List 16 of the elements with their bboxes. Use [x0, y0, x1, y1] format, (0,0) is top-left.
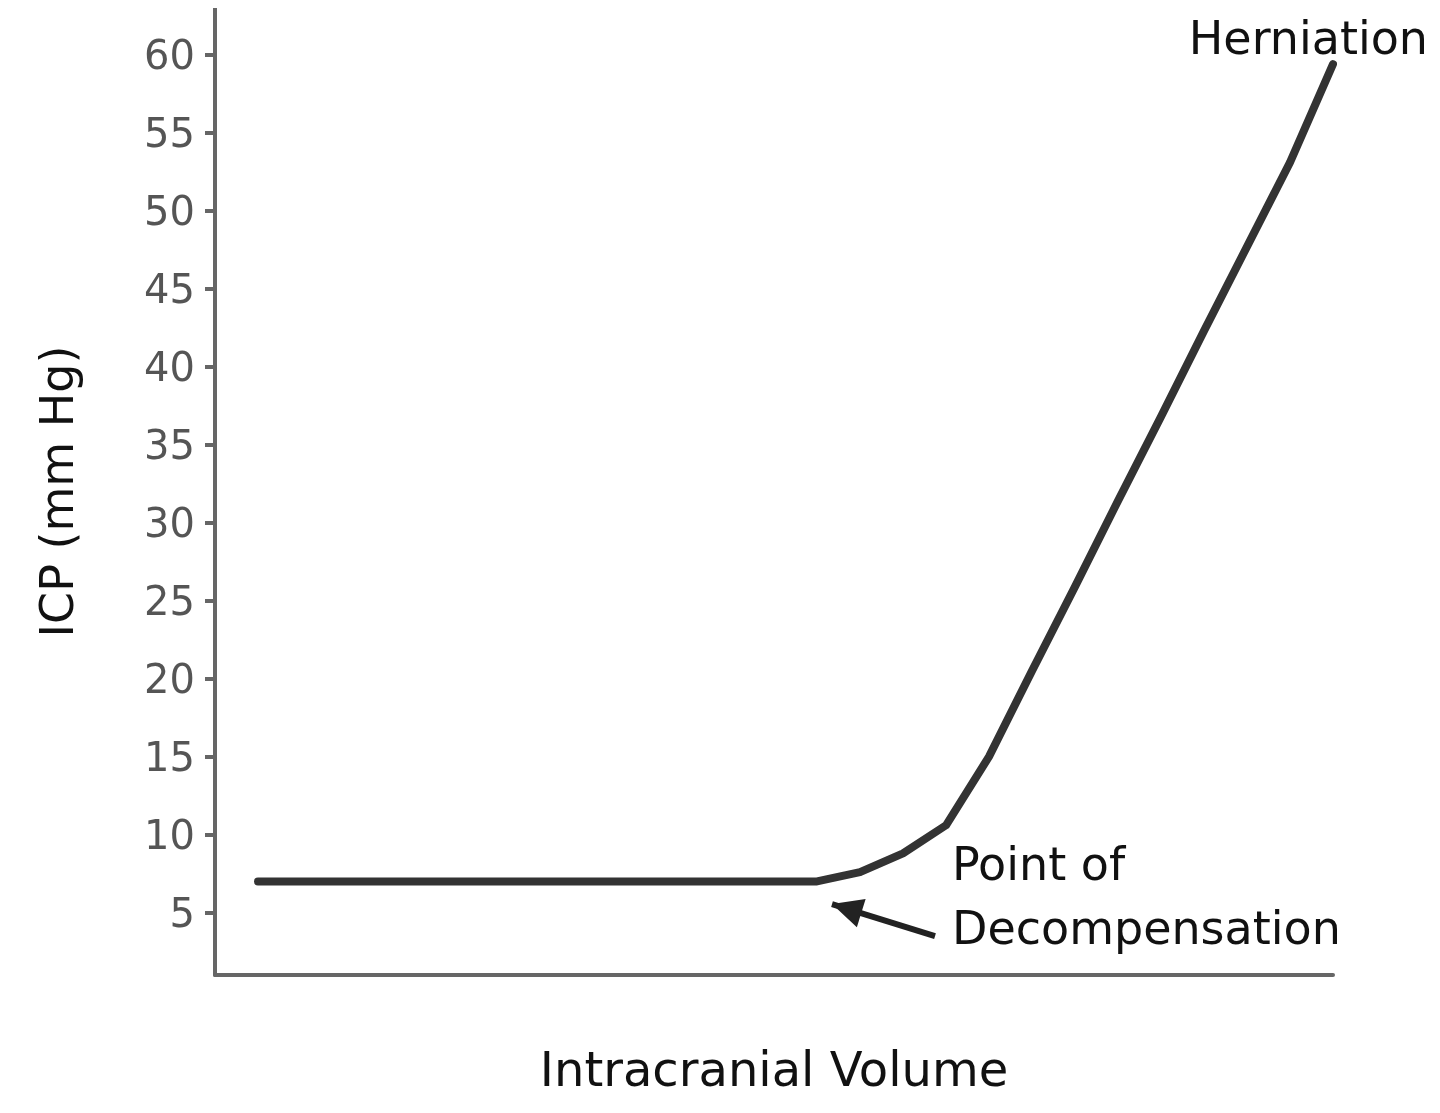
y-tick-label: 5 [169, 889, 195, 936]
y-tick-label: 20 [144, 655, 195, 702]
y-axis-title: ICP (mm Hg) [30, 345, 84, 638]
x-axis-title: Intracranial Volume [539, 1041, 1009, 1097]
y-tick-label: 15 [144, 733, 195, 780]
annotation: Herniation [1188, 11, 1428, 66]
y-tick-label: 25 [144, 577, 195, 624]
y-tick-label: 45 [144, 265, 195, 312]
annotation: Point of Decompensation [952, 837, 1341, 956]
y-tick-label: 60 [144, 31, 195, 78]
y-tick-label: 10 [144, 811, 195, 858]
y-tick-label: 30 [144, 499, 195, 546]
y-tick-label: 50 [144, 187, 195, 234]
y-tick-label: 35 [144, 421, 195, 468]
y-tick-label: 40 [144, 343, 195, 390]
y-tick-label: 55 [144, 109, 195, 156]
